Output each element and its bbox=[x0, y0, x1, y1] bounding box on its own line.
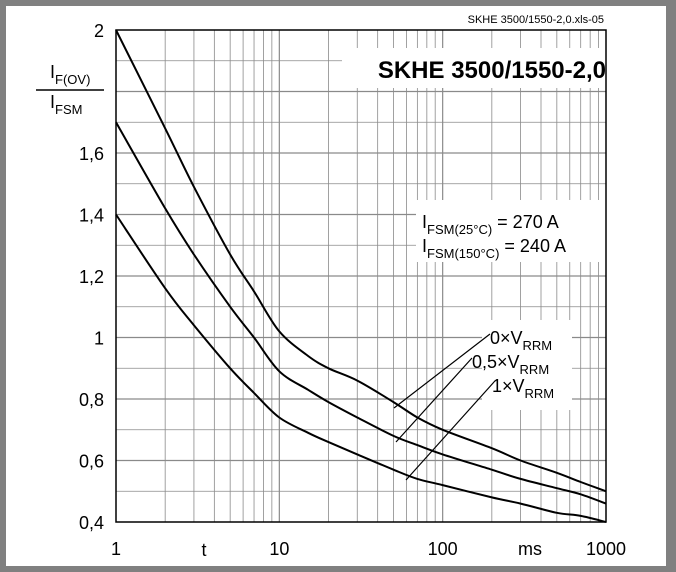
series-label-1xvrrm: 1×VRRM bbox=[492, 376, 554, 401]
plot-area-border bbox=[115, 29, 607, 523]
major-grid bbox=[116, 30, 606, 522]
y-axis-label-denominator: IFSM bbox=[50, 92, 82, 117]
y-tick-label: 0,4 bbox=[79, 513, 104, 533]
annotation-line-25c: IFSM(25°C) = 270 A bbox=[422, 212, 559, 237]
x-tick-label: 100 bbox=[428, 539, 458, 559]
x-axis-unit: ms bbox=[518, 539, 542, 559]
x-tick-label: 1000 bbox=[586, 539, 626, 559]
title-backdrop bbox=[342, 48, 610, 88]
series-curves bbox=[115, 29, 607, 523]
leader-line-05xvrrm bbox=[395, 357, 473, 443]
chart-frame: SKHE 3500/1550-2,0 SKHE 3500/1550-2,0.xl… bbox=[6, 6, 666, 566]
y-tick-label: 1,4 bbox=[79, 206, 104, 226]
y-tick-label: 1,6 bbox=[79, 144, 104, 164]
leader-line-0xvrrm bbox=[393, 333, 491, 409]
file-label: SKHE 3500/1550-2,0.xls-05 bbox=[468, 14, 604, 26]
series-label-0xvrrm: 0×VRRM bbox=[490, 328, 552, 353]
series-label-backdrop bbox=[482, 320, 572, 410]
curve-0xvrrm bbox=[115, 29, 607, 493]
x-tick-label: 10 bbox=[269, 539, 289, 559]
x-axis-label: t bbox=[201, 540, 206, 560]
x-tick-label: 1 bbox=[111, 539, 121, 559]
annotation-backdrop bbox=[416, 200, 608, 262]
x-tick-labels: 1 10 100 1000 bbox=[111, 539, 626, 559]
curve-1xvrrm bbox=[115, 213, 607, 523]
y-tick-label: 2 bbox=[94, 21, 104, 41]
y-tick-label: 1 bbox=[94, 329, 104, 349]
series-label-05xvrrm: 0,5×VRRM bbox=[472, 352, 549, 377]
annotation-line-150c: IFSM(150°C) = 240 A bbox=[422, 236, 566, 261]
chart-title: SKHE 3500/1550-2,0 bbox=[378, 57, 606, 84]
y-tick-label: 0,8 bbox=[79, 390, 104, 410]
leader-line-1xvrrm bbox=[405, 381, 495, 481]
y-tick-label: 0,6 bbox=[79, 452, 104, 472]
chart-svg: SKHE 3500/1550-2,0 SKHE 3500/1550-2,0.xl… bbox=[36, 14, 626, 560]
y-tick-labels: 0,4 0,6 0,8 1 1,2 1,4 1,6 2 bbox=[79, 21, 104, 533]
y-tick-label: 1,2 bbox=[79, 267, 104, 287]
curve-05xvrrm bbox=[115, 121, 607, 505]
y-axis-label-numerator: IF(OV) bbox=[50, 62, 90, 87]
